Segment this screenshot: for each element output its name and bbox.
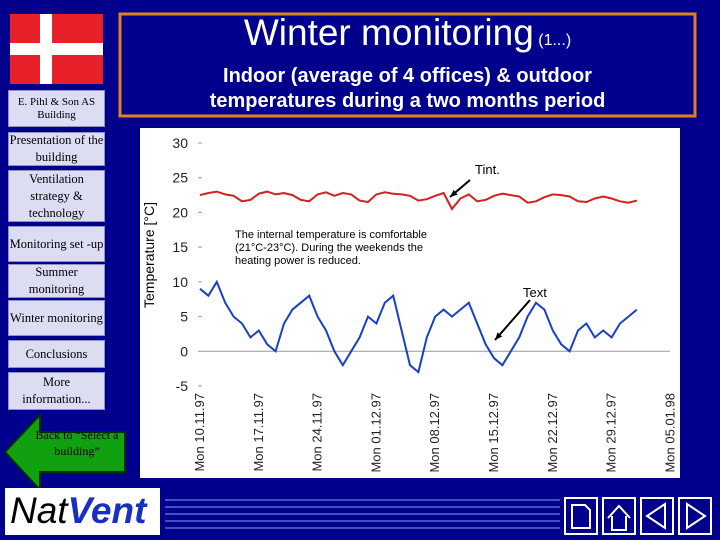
- menu-item[interactable]: Summer monitoring: [8, 264, 105, 298]
- menu-item[interactable]: Ventilation strategy & technology: [8, 170, 105, 222]
- y-tick-label: 25: [172, 170, 188, 186]
- x-tick-label: Mon 10.11.97: [192, 393, 207, 472]
- menu-item[interactable]: More information...: [8, 372, 105, 410]
- x-tick-label: Mon 01.12.97: [368, 393, 383, 473]
- y-axis-label: Temperature [°C]: [141, 202, 157, 308]
- series-line: [199, 190, 638, 211]
- series-label: Text: [523, 285, 547, 300]
- y-tick-label: 15: [172, 239, 188, 255]
- back-arrow[interactable]: [3, 412, 126, 493]
- flag-cross: [10, 43, 103, 55]
- arrow: [494, 299, 531, 341]
- y-tick-label: 5: [180, 309, 188, 325]
- company: E. Pihl & Son AS Building: [8, 90, 105, 127]
- y-tick-label: 30: [172, 135, 188, 151]
- logo-vent: Vent: [67, 490, 147, 531]
- arrow-head: [495, 332, 503, 340]
- nav-icons[interactable]: [564, 497, 712, 535]
- menu-item[interactable]: Winter monitoring: [8, 300, 105, 336]
- x-tick-label: Mon 05.01.98: [662, 393, 677, 473]
- title-row: Winter monitoring (1...): [120, 12, 695, 54]
- x-tick-label: Mon 17.11.97: [251, 393, 266, 472]
- series-line: [199, 279, 638, 374]
- back-label[interactable]: Back to “Select a building”: [35, 428, 119, 458]
- subtitle: Indoor (average of 4 offices) & outdoor …: [209, 65, 606, 112]
- menu-item[interactable]: Presentation of the building: [8, 132, 105, 166]
- y-tick-label: 0: [180, 343, 188, 359]
- y-tick-label: 10: [172, 274, 188, 290]
- annotation: The internal temperature is comfortable …: [235, 229, 427, 267]
- title-frame: [118, 12, 697, 118]
- x-tick-label: Mon 29.12.97: [604, 393, 619, 473]
- y-tick-label: 20: [172, 204, 188, 220]
- x-tick-label: Mon 15.12.97: [486, 393, 501, 473]
- title-suffix: (1...): [538, 32, 572, 49]
- arrow-head: [450, 189, 458, 197]
- menu-item[interactable]: Monitoring set -up: [8, 226, 105, 262]
- logo: NatVent: [10, 490, 146, 532]
- logo-nat: Nat: [10, 490, 68, 531]
- stripes: [165, 499, 560, 529]
- x-tick-label: Mon 24.11.97: [310, 393, 325, 472]
- x-tick-label: Mon 22.12.97: [545, 393, 560, 473]
- menu-item[interactable]: Conclusions: [8, 340, 105, 368]
- x-tick-label: Mon 08.12.97: [427, 393, 442, 473]
- logo-box: [5, 488, 160, 535]
- chart: Temperature [°C] -5 0 5 10 15 20 25 30 Mon 10.11…: [140, 128, 680, 478]
- y-tick-label: -5: [176, 378, 189, 394]
- series-label: Tint.: [475, 162, 500, 177]
- title: Winter monitoring: [243, 12, 534, 53]
